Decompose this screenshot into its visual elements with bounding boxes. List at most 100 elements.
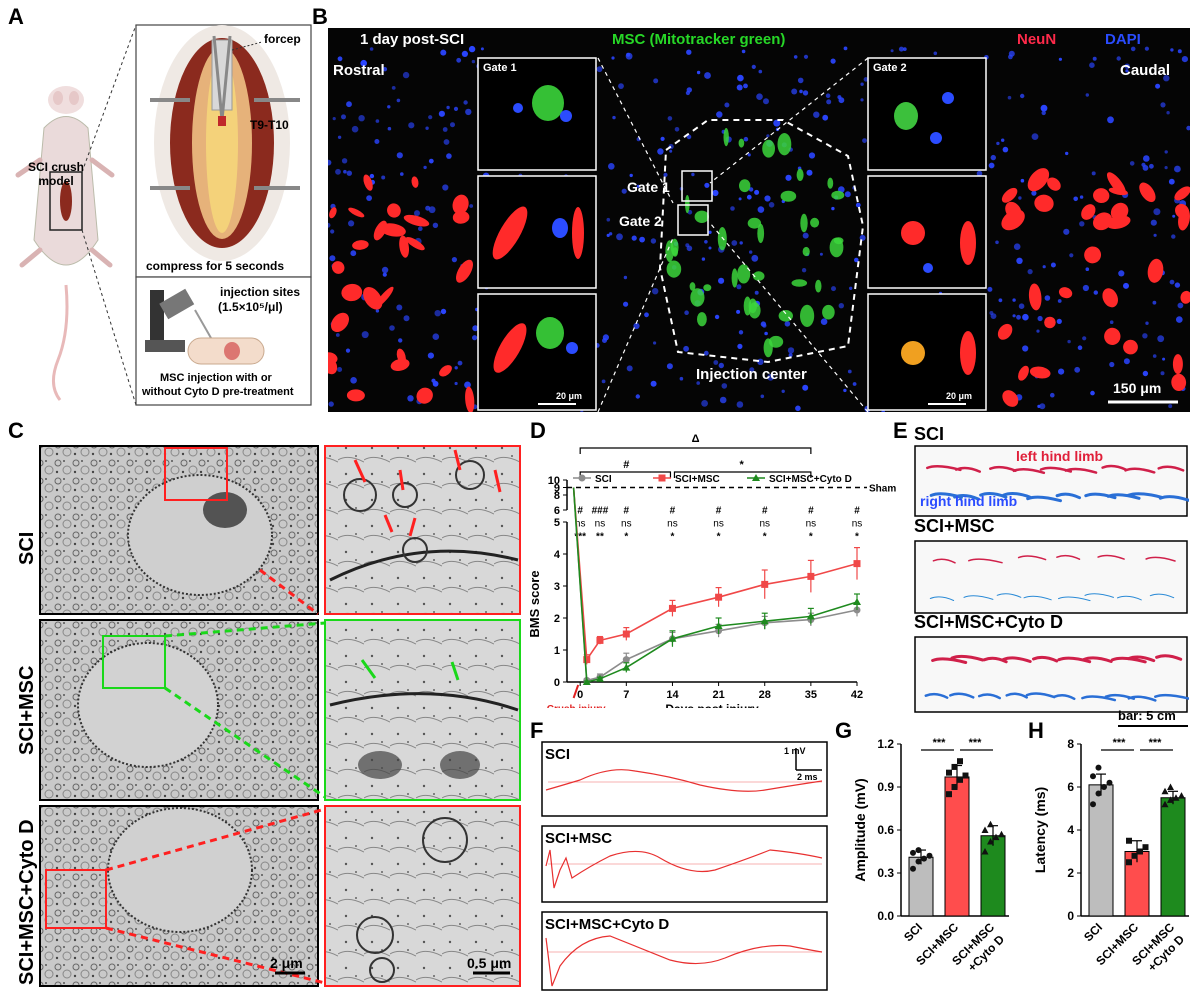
e-left-limb: left hind limb bbox=[1016, 448, 1104, 464]
g-dot bbox=[981, 826, 989, 833]
h-dot bbox=[1161, 800, 1169, 808]
h-dot bbox=[1161, 787, 1169, 795]
g-ytick-label: 1.2 bbox=[877, 737, 894, 751]
d-point bbox=[853, 560, 861, 568]
g-dot bbox=[910, 865, 916, 872]
b-rostral: Rostral bbox=[333, 62, 385, 79]
d-legend-marker bbox=[578, 474, 586, 482]
g-bar bbox=[944, 776, 970, 917]
panel-a-label: A bbox=[8, 4, 24, 29]
h-dot bbox=[1172, 794, 1180, 801]
d-point bbox=[582, 678, 591, 685]
b-scale-inset-left: 20 μm bbox=[556, 391, 583, 401]
d-point bbox=[715, 593, 723, 601]
h-ylabel: Latency (ms) bbox=[1032, 787, 1048, 873]
g-dot bbox=[957, 758, 963, 765]
d-point bbox=[622, 656, 630, 664]
d-sig-ns: ns bbox=[759, 519, 770, 530]
b-header-dapi: DAPI bbox=[1105, 31, 1141, 48]
g-dot bbox=[921, 855, 927, 862]
g-sig-label: *** bbox=[969, 737, 983, 749]
d-point bbox=[714, 622, 723, 629]
d-point bbox=[806, 612, 815, 620]
d-xtick-label: 28 bbox=[759, 689, 771, 701]
g-ytick-label: 0.0 bbox=[877, 909, 894, 923]
g-bar bbox=[980, 835, 1006, 917]
d-sham-label: Sham bbox=[869, 484, 896, 495]
b-gate1-label: Gate 1 bbox=[627, 179, 670, 195]
g-dot bbox=[998, 830, 1005, 838]
g-dot bbox=[951, 784, 958, 790]
d-ytick-label: 5 bbox=[554, 517, 560, 529]
compress-label: compress for 5 seconds bbox=[146, 259, 285, 273]
h-bar bbox=[1160, 797, 1186, 917]
h-dot bbox=[1090, 801, 1096, 808]
level-label: T9-T10 bbox=[250, 118, 289, 132]
d-crush-arrow bbox=[572, 684, 580, 699]
b-header-time: 1 day post-SCI bbox=[360, 31, 465, 48]
d-point bbox=[760, 617, 769, 625]
d-point bbox=[596, 636, 604, 644]
e-scale-bar bbox=[1118, 725, 1188, 727]
d-sig-star: *** bbox=[574, 532, 586, 543]
g-ytick-label: 0.9 bbox=[877, 780, 894, 794]
d-legend-label: SCI bbox=[595, 474, 612, 485]
d-xtick-label: 42 bbox=[851, 689, 863, 701]
g-dot bbox=[987, 837, 994, 845]
h-dot bbox=[1167, 783, 1174, 790]
d-bracket-right-label: * bbox=[740, 459, 745, 471]
h-dot bbox=[1167, 796, 1174, 803]
h-dot bbox=[1131, 852, 1138, 859]
d-xlabel: Days post injury bbox=[665, 702, 759, 708]
c-row-sci-msc: SCI+MSC bbox=[16, 665, 38, 755]
d-ytick-label: 0 bbox=[554, 677, 560, 689]
fluorescence-canvas bbox=[321, 45, 1192, 414]
d-series-line bbox=[572, 487, 858, 684]
d-point bbox=[853, 598, 861, 605]
c-row-sci: SCI bbox=[16, 531, 38, 565]
d-sig-star: * bbox=[809, 532, 813, 543]
g-dot bbox=[946, 791, 952, 798]
panel-e-label: E bbox=[893, 418, 908, 443]
b-gate2-label: Gate 2 bbox=[619, 213, 662, 229]
d-legend-label: SCI+MSC+Cyto D bbox=[769, 474, 852, 485]
g-dot bbox=[915, 858, 922, 865]
d-sig-ns: ns bbox=[806, 519, 817, 530]
d-sig-hash: # bbox=[577, 506, 583, 517]
h-dot bbox=[1095, 764, 1102, 771]
panel-b-label: B bbox=[312, 4, 328, 29]
d-legend-label: SCI+MSC bbox=[675, 474, 720, 485]
d-sig-star: * bbox=[763, 532, 767, 543]
h-sig-label: *** bbox=[1149, 737, 1163, 749]
h-dot bbox=[1126, 859, 1132, 866]
f-scale-ms: 2 ms bbox=[797, 772, 818, 782]
panel-a-illustration bbox=[15, 24, 312, 406]
d-point bbox=[807, 572, 815, 580]
d-sig-hash: # bbox=[762, 506, 768, 517]
h-dot bbox=[1137, 848, 1143, 855]
h-ytick-label: 6 bbox=[1067, 780, 1074, 794]
c-row-sci-msc-cytod: SCI+MSC+Cyto D bbox=[16, 819, 38, 985]
h-dot bbox=[1178, 792, 1185, 799]
g-sig-label: *** bbox=[933, 737, 947, 749]
d-sig-star: * bbox=[671, 532, 675, 543]
injection-sites-label: injection sites bbox=[220, 285, 301, 299]
d-sig-ns: ns bbox=[575, 519, 586, 530]
b-header-neun: NeuN bbox=[1017, 31, 1057, 48]
f-scale-mv: 1 mV bbox=[784, 746, 806, 756]
b-inset-gate1: Gate 1 bbox=[483, 62, 517, 74]
panel-h-label: H bbox=[1028, 718, 1044, 743]
d-sig-star: * bbox=[855, 532, 859, 543]
footprint-images bbox=[914, 445, 1189, 713]
emg-traces bbox=[541, 741, 828, 991]
g-dot bbox=[910, 849, 916, 856]
injection-conc-label: (1.5×10⁵/μl) bbox=[218, 300, 283, 314]
d-crush-label: Crush injury bbox=[547, 704, 606, 708]
d-xtick-label: 7 bbox=[623, 689, 629, 701]
g-ytick-label: 0.6 bbox=[877, 823, 894, 837]
c-scale-left: 2 μm bbox=[270, 955, 303, 971]
g-dot bbox=[962, 772, 969, 779]
d-ytick-label: 2 bbox=[554, 613, 560, 625]
